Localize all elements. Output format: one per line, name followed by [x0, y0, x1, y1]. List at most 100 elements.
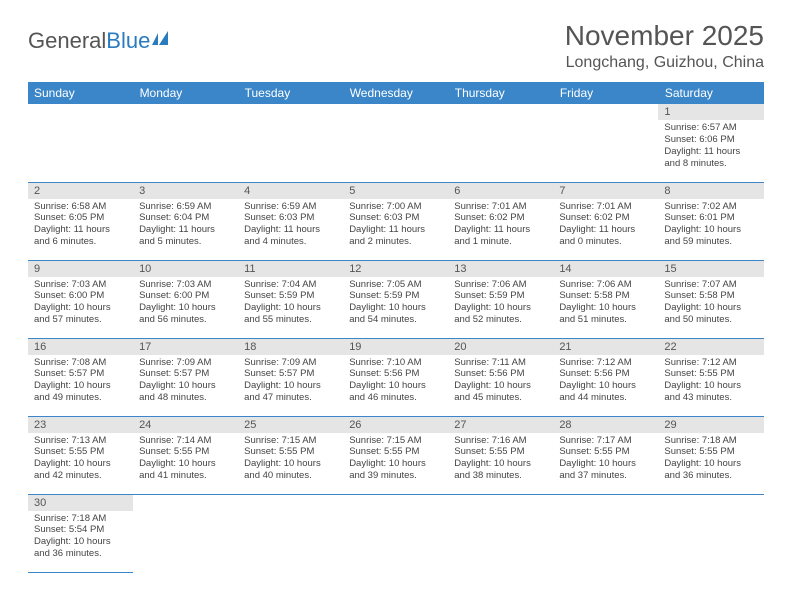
flag-icon — [152, 31, 174, 47]
day-details: Sunrise: 7:12 AMSunset: 5:56 PMDaylight:… — [553, 355, 658, 409]
calendar-day-cell: 23Sunrise: 7:13 AMSunset: 5:55 PMDayligh… — [28, 416, 133, 494]
calendar-day-cell: 20Sunrise: 7:11 AMSunset: 5:56 PMDayligh… — [448, 338, 553, 416]
calendar-day-cell: 29Sunrise: 7:18 AMSunset: 5:55 PMDayligh… — [658, 416, 763, 494]
weekday-header: Sunday — [28, 82, 133, 104]
day-details: Sunrise: 7:16 AMSunset: 5:55 PMDaylight:… — [448, 433, 553, 487]
calendar-empty-cell — [553, 494, 658, 572]
calendar-row: 2Sunrise: 6:58 AMSunset: 6:05 PMDaylight… — [28, 182, 764, 260]
day-details: Sunrise: 7:08 AMSunset: 5:57 PMDaylight:… — [28, 355, 133, 409]
day-details: Sunrise: 7:15 AMSunset: 5:55 PMDaylight:… — [343, 433, 448, 487]
calendar-day-cell: 7Sunrise: 7:01 AMSunset: 6:02 PMDaylight… — [553, 182, 658, 260]
weekday-header: Saturday — [658, 82, 763, 104]
calendar-empty-cell — [28, 104, 133, 182]
day-number: 9 — [28, 261, 133, 277]
calendar-empty-cell — [133, 494, 238, 572]
calendar-day-cell: 11Sunrise: 7:04 AMSunset: 5:59 PMDayligh… — [238, 260, 343, 338]
day-details: Sunrise: 6:59 AMSunset: 6:04 PMDaylight:… — [133, 199, 238, 253]
calendar-day-cell: 5Sunrise: 7:00 AMSunset: 6:03 PMDaylight… — [343, 182, 448, 260]
day-details: Sunrise: 7:12 AMSunset: 5:55 PMDaylight:… — [658, 355, 763, 409]
day-number: 21 — [553, 339, 658, 355]
calendar-row: 1Sunrise: 6:57 AMSunset: 6:06 PMDaylight… — [28, 104, 764, 182]
day-details: Sunrise: 7:11 AMSunset: 5:56 PMDaylight:… — [448, 355, 553, 409]
calendar-day-cell: 2Sunrise: 6:58 AMSunset: 6:05 PMDaylight… — [28, 182, 133, 260]
calendar-day-cell: 26Sunrise: 7:15 AMSunset: 5:55 PMDayligh… — [343, 416, 448, 494]
day-number: 27 — [448, 417, 553, 433]
calendar-day-cell: 14Sunrise: 7:06 AMSunset: 5:58 PMDayligh… — [553, 260, 658, 338]
calendar-day-cell: 18Sunrise: 7:09 AMSunset: 5:57 PMDayligh… — [238, 338, 343, 416]
day-number: 2 — [28, 183, 133, 199]
weekday-header: Wednesday — [343, 82, 448, 104]
day-details: Sunrise: 7:00 AMSunset: 6:03 PMDaylight:… — [343, 199, 448, 253]
day-details: Sunrise: 7:17 AMSunset: 5:55 PMDaylight:… — [553, 433, 658, 487]
day-details: Sunrise: 7:03 AMSunset: 6:00 PMDaylight:… — [28, 277, 133, 331]
calendar-day-cell: 28Sunrise: 7:17 AMSunset: 5:55 PMDayligh… — [553, 416, 658, 494]
day-number: 4 — [238, 183, 343, 199]
calendar-day-cell: 6Sunrise: 7:01 AMSunset: 6:02 PMDaylight… — [448, 182, 553, 260]
calendar-day-cell: 3Sunrise: 6:59 AMSunset: 6:04 PMDaylight… — [133, 182, 238, 260]
day-number: 8 — [658, 183, 763, 199]
day-number: 6 — [448, 183, 553, 199]
calendar-day-cell: 1Sunrise: 6:57 AMSunset: 6:06 PMDaylight… — [658, 104, 763, 182]
day-number: 7 — [553, 183, 658, 199]
calendar-day-cell: 24Sunrise: 7:14 AMSunset: 5:55 PMDayligh… — [133, 416, 238, 494]
day-number: 1 — [658, 104, 763, 120]
calendar-day-cell: 19Sunrise: 7:10 AMSunset: 5:56 PMDayligh… — [343, 338, 448, 416]
calendar-header-row: SundayMondayTuesdayWednesdayThursdayFrid… — [28, 82, 764, 104]
day-number: 18 — [238, 339, 343, 355]
weekday-header: Thursday — [448, 82, 553, 104]
weekday-header: Tuesday — [238, 82, 343, 104]
day-number: 29 — [658, 417, 763, 433]
day-details: Sunrise: 6:58 AMSunset: 6:05 PMDaylight:… — [28, 199, 133, 253]
day-details: Sunrise: 7:18 AMSunset: 5:55 PMDaylight:… — [658, 433, 763, 487]
day-number: 10 — [133, 261, 238, 277]
day-number: 24 — [133, 417, 238, 433]
page-header: GeneralBlue November 2025 Longchang, Gui… — [28, 20, 764, 82]
day-details: Sunrise: 7:10 AMSunset: 5:56 PMDaylight:… — [343, 355, 448, 409]
day-details: Sunrise: 6:57 AMSunset: 6:06 PMDaylight:… — [658, 120, 763, 174]
calendar-day-cell: 16Sunrise: 7:08 AMSunset: 5:57 PMDayligh… — [28, 338, 133, 416]
calendar-day-cell: 17Sunrise: 7:09 AMSunset: 5:57 PMDayligh… — [133, 338, 238, 416]
calendar-row: 16Sunrise: 7:08 AMSunset: 5:57 PMDayligh… — [28, 338, 764, 416]
brand-part2: Blue — [106, 28, 150, 54]
day-details: Sunrise: 7:09 AMSunset: 5:57 PMDaylight:… — [238, 355, 343, 409]
calendar-day-cell: 30Sunrise: 7:18 AMSunset: 5:54 PMDayligh… — [28, 494, 133, 572]
day-number: 20 — [448, 339, 553, 355]
calendar-empty-cell — [238, 494, 343, 572]
calendar-day-cell: 10Sunrise: 7:03 AMSunset: 6:00 PMDayligh… — [133, 260, 238, 338]
month-title: November 2025 — [565, 20, 764, 52]
brand-logo: GeneralBlue — [28, 20, 174, 54]
day-number: 22 — [658, 339, 763, 355]
day-details: Sunrise: 7:03 AMSunset: 6:00 PMDaylight:… — [133, 277, 238, 331]
day-details: Sunrise: 7:07 AMSunset: 5:58 PMDaylight:… — [658, 277, 763, 331]
day-details: Sunrise: 6:59 AMSunset: 6:03 PMDaylight:… — [238, 199, 343, 253]
day-number: 11 — [238, 261, 343, 277]
day-number: 13 — [448, 261, 553, 277]
day-details: Sunrise: 7:05 AMSunset: 5:59 PMDaylight:… — [343, 277, 448, 331]
day-details: Sunrise: 7:06 AMSunset: 5:58 PMDaylight:… — [553, 277, 658, 331]
day-number: 26 — [343, 417, 448, 433]
calendar-empty-cell — [448, 104, 553, 182]
day-number: 25 — [238, 417, 343, 433]
calendar-day-cell: 27Sunrise: 7:16 AMSunset: 5:55 PMDayligh… — [448, 416, 553, 494]
calendar-day-cell: 4Sunrise: 6:59 AMSunset: 6:03 PMDaylight… — [238, 182, 343, 260]
day-details: Sunrise: 7:09 AMSunset: 5:57 PMDaylight:… — [133, 355, 238, 409]
day-details: Sunrise: 7:02 AMSunset: 6:01 PMDaylight:… — [658, 199, 763, 253]
calendar-row: 30Sunrise: 7:18 AMSunset: 5:54 PMDayligh… — [28, 494, 764, 572]
calendar-row: 23Sunrise: 7:13 AMSunset: 5:55 PMDayligh… — [28, 416, 764, 494]
day-number: 12 — [343, 261, 448, 277]
day-details: Sunrise: 7:13 AMSunset: 5:55 PMDaylight:… — [28, 433, 133, 487]
day-number: 15 — [658, 261, 763, 277]
calendar-table: SundayMondayTuesdayWednesdayThursdayFrid… — [28, 82, 764, 573]
calendar-empty-cell — [238, 104, 343, 182]
day-details: Sunrise: 7:18 AMSunset: 5:54 PMDaylight:… — [28, 511, 133, 565]
calendar-empty-cell — [133, 104, 238, 182]
day-details: Sunrise: 7:04 AMSunset: 5:59 PMDaylight:… — [238, 277, 343, 331]
day-number: 19 — [343, 339, 448, 355]
day-number: 5 — [343, 183, 448, 199]
calendar-day-cell: 13Sunrise: 7:06 AMSunset: 5:59 PMDayligh… — [448, 260, 553, 338]
calendar-day-cell: 22Sunrise: 7:12 AMSunset: 5:55 PMDayligh… — [658, 338, 763, 416]
calendar-body: 1Sunrise: 6:57 AMSunset: 6:06 PMDaylight… — [28, 104, 764, 572]
day-number: 16 — [28, 339, 133, 355]
title-block: November 2025 Longchang, Guizhou, China — [565, 20, 764, 72]
day-number: 17 — [133, 339, 238, 355]
